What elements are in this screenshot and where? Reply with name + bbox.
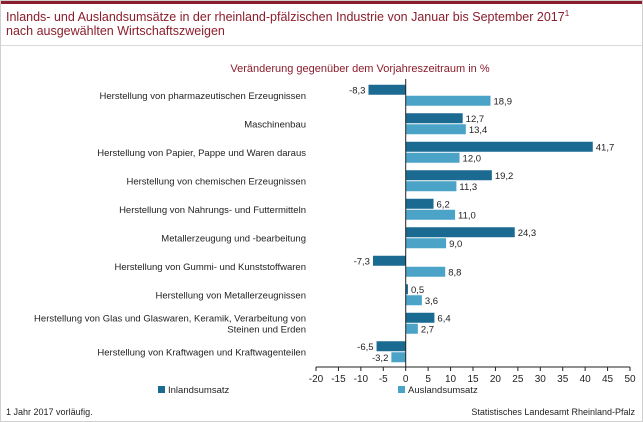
value-label: -3,2 <box>372 353 388 364</box>
inland-bar <box>405 312 435 323</box>
value-label: 6,4 <box>437 313 450 324</box>
inland-bar <box>368 84 406 95</box>
footnote-text: Jahr 2017 vorläufig. <box>13 407 93 417</box>
x-tick-label: 45 <box>602 374 614 385</box>
ausland-bar <box>405 181 457 192</box>
legend-swatch-inland <box>158 386 165 393</box>
x-tick-label: 35 <box>557 374 569 385</box>
inland-bar <box>405 141 593 152</box>
x-tick-label: 0 <box>403 374 409 385</box>
inland-bar <box>405 198 434 209</box>
x-tick-label: -10 <box>354 374 369 385</box>
chart-title-line1: Inlands- und Auslandsumsätze in der rhei… <box>6 10 565 24</box>
category-label: Herstellung von Nahrungs- und Futtermitt… <box>119 205 306 216</box>
value-label: 12,0 <box>463 153 482 164</box>
value-label: 13,4 <box>469 125 488 136</box>
x-tick-label: -5 <box>379 374 388 385</box>
legend-swatch-ausland <box>398 386 405 393</box>
ausland-bar <box>405 124 466 135</box>
value-label: 9,0 <box>449 239 462 250</box>
value-label: 24,3 <box>518 228 537 239</box>
category-label: Herstellung von Glas und Glaswaren, Kera… <box>34 313 306 324</box>
value-label: 11,0 <box>458 210 476 221</box>
inland-bar <box>405 284 408 295</box>
ausland-bar <box>405 152 460 163</box>
category-label: Maschinenbau <box>244 119 306 130</box>
chart-title-line2: nach ausgewählten Wirtschaftszweigen <box>6 24 225 38</box>
x-tick-label: 10 <box>445 374 457 385</box>
ausland-bar <box>405 295 422 306</box>
top-accent-bar <box>0 0 643 4</box>
chart-subtitle: Veränderung gegenüber dem Vorjahreszeitr… <box>230 63 490 75</box>
x-tick-label: 50 <box>624 374 636 385</box>
inland-bar <box>372 255 406 266</box>
value-label: -8,3 <box>349 85 365 96</box>
x-tick-label: 20 <box>490 374 502 385</box>
inland-bar <box>376 341 406 352</box>
value-label: 18,9 <box>493 96 512 107</box>
value-label: 6,2 <box>437 199 450 210</box>
category-label: Herstellung von Papier, Pappe und Waren … <box>97 148 306 159</box>
ausland-bar <box>405 95 491 106</box>
inland-bar <box>405 113 463 124</box>
x-tick-label: 40 <box>580 374 592 385</box>
footnote-marker: 1 <box>6 407 12 417</box>
category-label: Herstellung von chemischen Erzeugnissen <box>126 176 306 187</box>
value-label: 2,7 <box>421 324 434 335</box>
legend-label: Auslandsumsatz <box>408 385 478 396</box>
title-footnote-marker: 1 <box>564 8 570 18</box>
x-tick-label: 25 <box>512 374 524 385</box>
x-tick-label: 30 <box>535 374 547 385</box>
inland-bar <box>405 170 492 181</box>
category-label: Herstellung von pharmazeutischen Erzeugn… <box>100 91 306 102</box>
value-label: -6,5 <box>357 342 373 353</box>
value-label: -7,3 <box>354 256 370 267</box>
category-label: Metallerzeugung und -bearbeitung <box>161 233 306 244</box>
source-label: Statistisches Landesamt Rheinland-Pfalz <box>471 407 635 417</box>
category-label: Herstellung von Gummi- und Kunststoffwar… <box>115 262 307 273</box>
ausland-bar <box>405 238 447 249</box>
ausland-bar <box>391 352 406 363</box>
chart-title: Inlands- und Auslandsumsätze in der rhei… <box>6 8 636 38</box>
value-label: 11,3 <box>459 182 477 193</box>
title-divider <box>0 45 643 46</box>
category-label: Steinen und Erden <box>227 324 306 335</box>
legend-label: Inlandsumsatz <box>168 385 230 396</box>
x-tick-label: -20 <box>309 374 324 385</box>
value-label: 12,7 <box>466 114 485 125</box>
x-tick-label: -15 <box>331 374 346 385</box>
ausland-bar <box>405 323 418 334</box>
value-label: 8,8 <box>448 267 461 278</box>
footnote: 1 Jahr 2017 vorläufig. <box>6 407 93 417</box>
x-tick-label: 15 <box>467 374 479 385</box>
value-label: 19,2 <box>495 171 513 182</box>
value-label: 41,7 <box>596 142 615 153</box>
value-label: 3,6 <box>425 296 438 307</box>
category-label: Herstellung von Kraftwagen und Kraftwage… <box>97 347 306 358</box>
ausland-bar <box>405 209 456 220</box>
x-tick-label: 5 <box>425 374 431 385</box>
ausland-bar <box>405 266 446 277</box>
inland-bar <box>405 227 515 238</box>
value-label: 0,5 <box>411 285 424 296</box>
category-label: Herstellung von Metallerzeugnissen <box>156 290 307 301</box>
